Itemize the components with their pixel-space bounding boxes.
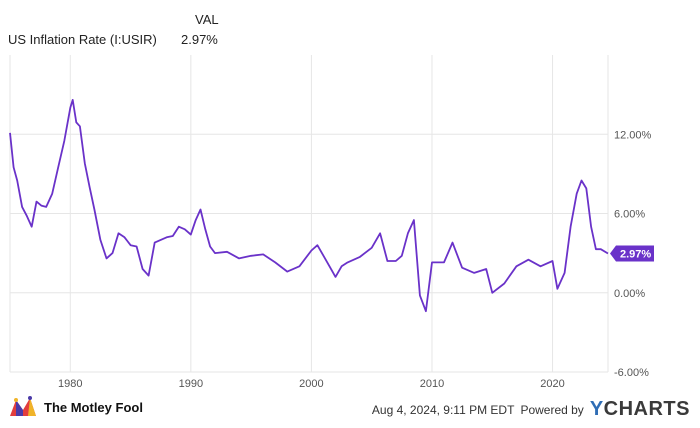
end-value-badge: 2.97% [610, 245, 654, 262]
x-tick-label: 2010 [420, 378, 444, 390]
jester-cap-icon [10, 396, 36, 416]
x-axis: 1980 1990 2000 2010 2020 [58, 378, 565, 390]
x-tick-label: 2000 [299, 378, 323, 390]
legend-header: VAL [195, 12, 219, 27]
end-value-label: 2.97% [620, 249, 651, 261]
powered-by-text: Powered by [520, 402, 584, 417]
legend-series-value: 2.97% [181, 32, 218, 47]
timestamp: Aug 4, 2024, 9:11 PM EDT [371, 402, 515, 417]
x-tick-label: 1990 [179, 378, 203, 390]
brand-name: The Motley Fool [44, 399, 143, 415]
ycharts-logo-text: CHARTS [603, 398, 690, 420]
x-tick-label: 1980 [58, 378, 82, 390]
y-tick-label: 6.00% [614, 209, 645, 221]
legend-series-name: US Inflation Rate (I:USIR) [8, 32, 157, 47]
y-tick-label: 0.00% [614, 288, 645, 300]
y-axis: 12.00% 6.00% 0.00% -6.00% [614, 129, 652, 379]
motley-fool-logo: The Motley Fool [8, 396, 143, 418]
ycharts-logo[interactable]: YCHARTS [590, 398, 690, 421]
series-line-us-inflation[interactable] [9, 99, 609, 313]
ycharts-logo-y: Y [589, 398, 604, 420]
footer-attribution: Aug 4, 2024, 9:11 PM EDT Powered by YCHA… [372, 398, 690, 421]
y-tick-label: -6.00% [614, 367, 649, 379]
y-tick-label: 12.00% [614, 129, 652, 141]
chart-grid [9, 55, 609, 373]
x-tick-label: 2020 [540, 378, 564, 390]
